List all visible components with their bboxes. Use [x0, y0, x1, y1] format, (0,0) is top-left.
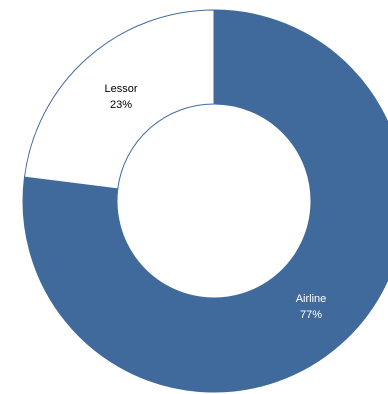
donut-slices — [22, 9, 388, 393]
slice-labels: Airline 77% Lessor 23% — [104, 83, 326, 321]
label-lessor-percent: 23% — [110, 99, 132, 111]
slice-airline — [22, 9, 388, 393]
label-airline-name: Airline — [296, 293, 327, 305]
slice-lessor — [23, 9, 215, 190]
label-lessor-name: Lessor — [104, 83, 137, 95]
label-airline-percent: 77% — [300, 309, 322, 321]
